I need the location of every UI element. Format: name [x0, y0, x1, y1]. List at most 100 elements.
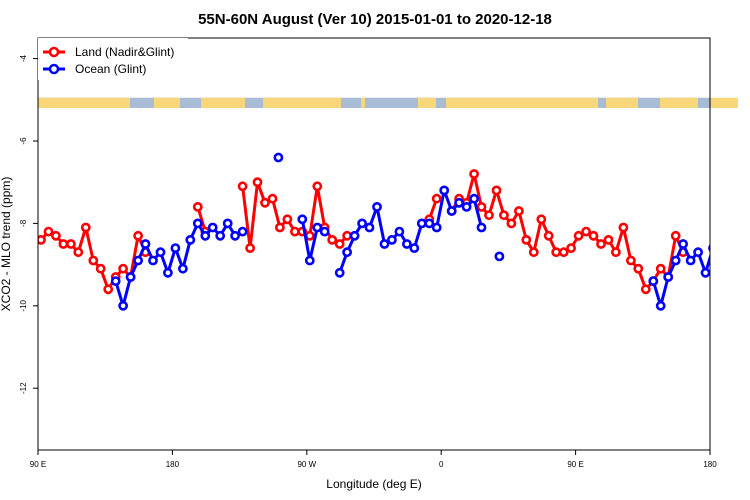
- data-point: [80, 222, 91, 233]
- data-point: [349, 230, 360, 241]
- data-point: [491, 185, 502, 196]
- data-point: [222, 218, 233, 229]
- x-tick-label: 180: [703, 460, 717, 469]
- data-point: [461, 201, 472, 212]
- strip-land: [201, 97, 245, 109]
- y-tick-label: -4: [19, 54, 28, 62]
- series-ocean: [110, 152, 710, 311]
- data-point: [603, 234, 614, 245]
- data-point: [125, 272, 136, 282]
- data-point: [494, 251, 505, 262]
- data-point: [237, 226, 248, 237]
- data-point: [670, 255, 681, 266]
- strip-land: [446, 97, 598, 109]
- data-point: [588, 230, 599, 241]
- data-point: [439, 185, 450, 196]
- data-point: [506, 218, 517, 229]
- data-point: [155, 247, 166, 258]
- data-point: [401, 239, 412, 249]
- data-point: [43, 226, 54, 237]
- data-point: [640, 284, 651, 295]
- data-point: [648, 276, 659, 286]
- strip-land: [361, 97, 365, 109]
- data-point: [170, 243, 181, 253]
- legend-item-ocean: Ocean (Glint): [43, 62, 146, 76]
- data-point: [237, 181, 248, 192]
- data-point: [484, 210, 494, 221]
- data-point: [304, 255, 315, 266]
- data-point: [581, 226, 591, 237]
- data-point: [73, 247, 84, 258]
- x-tick-label: 90 E: [567, 460, 583, 469]
- data-point: [110, 276, 121, 286]
- data-point: [678, 239, 688, 249]
- data-point: [469, 193, 479, 204]
- data-point: [357, 218, 367, 229]
- data-point: [655, 263, 666, 274]
- data-point: [655, 300, 666, 311]
- series-layer: [38, 152, 710, 311]
- data-point: [670, 230, 681, 241]
- y-axis: -4 -6 -8 -10 -12: [19, 54, 38, 394]
- data-point: [416, 218, 427, 229]
- y-tick-label: -10: [19, 299, 28, 311]
- data-point: [498, 210, 509, 221]
- x-tick-label: 90 E: [30, 460, 46, 469]
- data-point: [521, 234, 532, 245]
- y-tick-label: -6: [19, 137, 28, 145]
- data-point: [372, 201, 382, 212]
- data-point: [148, 255, 158, 266]
- data-point: [394, 226, 405, 237]
- legend-label-ocean: Ocean (Glint): [75, 62, 146, 76]
- data-point: [386, 234, 397, 245]
- x-axis: 90 E 180 90 W 0 90 E 180: [30, 450, 717, 469]
- strip-land: [710, 97, 738, 109]
- data-point: [274, 222, 285, 233]
- legend-marker-ocean: [48, 63, 60, 75]
- data-point: [312, 222, 323, 233]
- data-point: [543, 230, 554, 241]
- strip-land: [263, 97, 341, 109]
- data-point: [192, 218, 203, 229]
- x-axis-label: Longitude (deg E): [326, 477, 421, 491]
- data-point: [536, 214, 547, 225]
- data-point: [312, 181, 323, 192]
- data-point: [200, 230, 211, 241]
- data-point: [566, 243, 576, 253]
- data-point: [95, 263, 106, 274]
- strip-ocean: [38, 97, 710, 109]
- data-point: [342, 230, 352, 241]
- strip-land: [418, 97, 436, 109]
- legend-label-land: Land (Nadir&Glint): [75, 45, 174, 59]
- data-point: [162, 267, 173, 278]
- data-point: [133, 230, 143, 241]
- data-point: [424, 218, 435, 229]
- data-point: [573, 230, 584, 241]
- data-point: [51, 230, 61, 241]
- data-point: [185, 234, 196, 245]
- data-point: [626, 255, 636, 266]
- data-point: [319, 226, 330, 237]
- data-point: [454, 197, 464, 208]
- data-point: [252, 177, 263, 188]
- data-point: [446, 206, 457, 216]
- data-point: [140, 239, 151, 249]
- data-point: [267, 193, 278, 204]
- data-point: [133, 255, 143, 266]
- data-point: [476, 222, 487, 233]
- data-point: [618, 222, 629, 233]
- data-point: [282, 214, 293, 225]
- data-point: [596, 239, 606, 249]
- data-point: [409, 243, 420, 253]
- data-point: [663, 272, 674, 282]
- data-point: [431, 193, 442, 204]
- data-point: [334, 239, 345, 249]
- data-point: [38, 235, 46, 245]
- data-point: [700, 267, 710, 278]
- x-tick-label: 0: [439, 460, 444, 469]
- data-point: [551, 247, 562, 258]
- data-point: [88, 255, 99, 266]
- data-point: [469, 169, 479, 179]
